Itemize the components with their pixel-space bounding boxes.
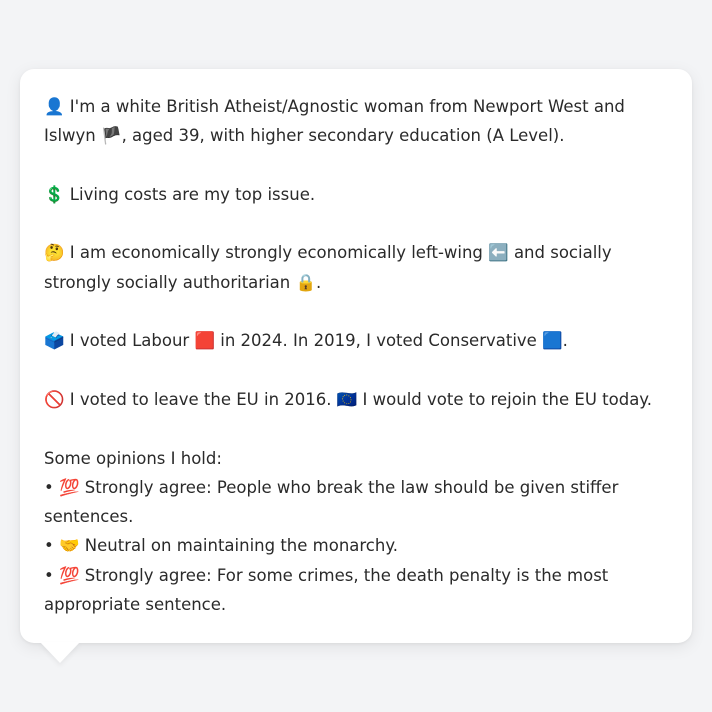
eu-text-b: I would vote to rejoin the EU today. — [357, 389, 652, 409]
spacer — [44, 209, 668, 238]
politics-text-b: and socially strongly socially authorita… — [44, 243, 612, 292]
politics-text-c: . — [316, 272, 322, 292]
politics-paragraph: 🤔 I am economically strongly economicall… — [44, 238, 668, 297]
eu-text-a: I voted to leave the EU in 2016. — [64, 389, 337, 409]
opinion-item: • 💯 Strongly agree: People who break the… — [44, 473, 668, 532]
prohibited-icon: 🚫 — [44, 389, 65, 409]
eu-paragraph: 🚫 I voted to leave the EU in 2016. 🇪🇺 I … — [44, 385, 668, 414]
votes-text-b: in 2024. In 2019, I voted Conservative — [215, 331, 543, 351]
politics-text-a: I am economically strongly economically … — [64, 243, 489, 263]
blue-square-icon: 🟦 — [542, 331, 563, 351]
hundred-points-icon: 💯 — [58, 565, 80, 585]
hundred-points-icon: 💯 — [58, 477, 80, 497]
lock-icon: 🔒 — [295, 272, 317, 292]
intro-text-a: I'm a white British Atheist/Agnostic wom… — [44, 97, 625, 146]
opinion-item: • 🤝 Neutral on maintaining the monarchy. — [44, 531, 668, 560]
top-issue-paragraph: 💲 Living costs are my top issue. — [44, 180, 668, 209]
bullet: • — [44, 565, 59, 585]
handshake-icon: 🤝 — [58, 536, 80, 556]
ballot-box-icon: 🗳️ — [44, 331, 65, 351]
votes-text-a: I voted Labour — [64, 331, 195, 351]
spacer — [44, 297, 668, 326]
spacer — [44, 414, 668, 443]
opinions-heading: Some opinions I hold: — [44, 448, 222, 468]
spacer — [44, 151, 668, 180]
message-bubble: 👤 I'm a white British Atheist/Agnostic w… — [20, 69, 692, 643]
bullet: • — [44, 536, 59, 556]
opinion-text: Strongly agree: For some crimes, the dea… — [44, 565, 609, 615]
votes-paragraph: 🗳️ I voted Labour 🟥 in 2024. In 2019, I … — [44, 326, 668, 355]
spacer — [44, 356, 668, 385]
wales-flag-icon: 🏴 — [101, 126, 122, 146]
opinion-text: Strongly agree: People who break the law… — [44, 477, 619, 527]
dollar-icon: 💲 — [44, 184, 65, 204]
intro-text-b: , aged 39, with higher secondary educati… — [121, 126, 565, 146]
person-icon: 👤 — [44, 97, 65, 116]
thinking-face-icon: 🤔 — [44, 243, 65, 263]
intro-paragraph: 👤 I'm a white British Atheist/Agnostic w… — [44, 92, 668, 151]
bullet: • — [44, 477, 59, 497]
eu-flag-icon: 🇪🇺 — [336, 389, 358, 409]
bubble-tail — [40, 642, 80, 663]
opinion-item: • 💯 Strongly agree: For some crimes, the… — [44, 561, 668, 620]
red-square-icon: 🟥 — [194, 331, 216, 351]
top-issue-text: Living costs are my top issue. — [64, 184, 316, 204]
left-arrow-icon: ⬅️ — [488, 243, 509, 263]
opinion-text: Neutral on maintaining the monarchy. — [79, 536, 398, 556]
votes-text-c: . — [562, 331, 568, 351]
